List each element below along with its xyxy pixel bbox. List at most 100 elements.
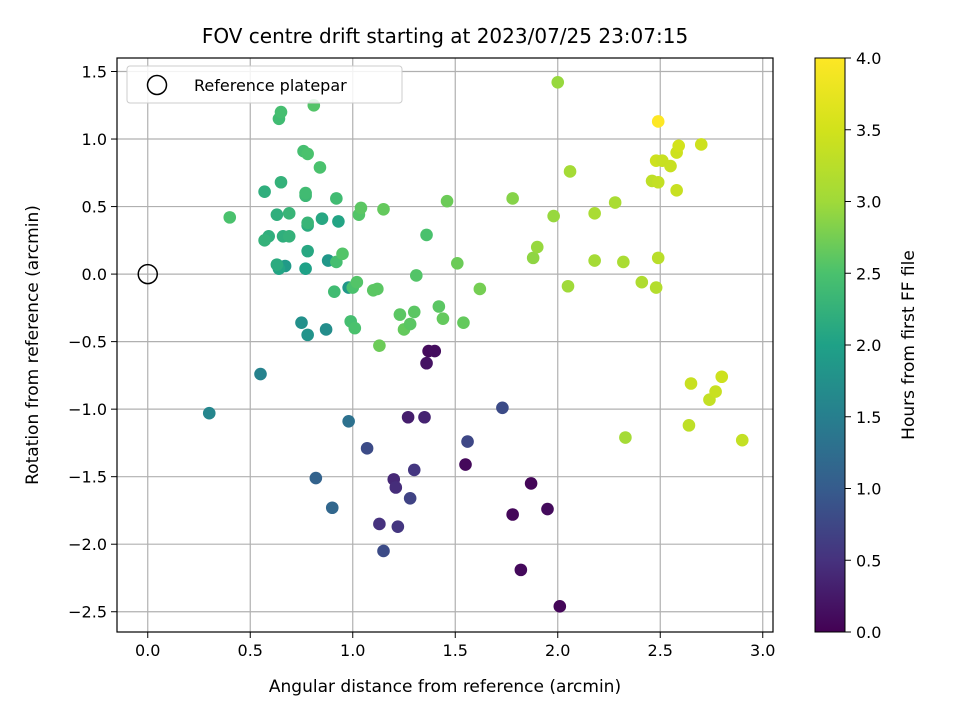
plot-frame <box>116 57 774 633</box>
data-point <box>506 192 519 205</box>
x-tick-label: 2.0 <box>545 641 570 660</box>
legend: Reference platepar <box>126 65 403 104</box>
data-point <box>301 147 314 161</box>
x-tick-label: 0.5 <box>238 641 263 660</box>
data-point <box>561 279 575 293</box>
data-point <box>608 196 622 209</box>
colorbar-tick-label: 1.0 <box>856 480 881 499</box>
data-point <box>354 201 368 215</box>
data-point <box>428 344 442 358</box>
y-tick-label: 0.5 <box>82 198 107 217</box>
data-point <box>664 159 677 173</box>
data-point <box>563 165 577 178</box>
data-point <box>223 211 237 224</box>
colorbar-ticks: 0.0 0.5 1.0 1.5 2.0 2.5 3.0 3.5 4.0 <box>845 49 881 642</box>
colorbar-tick-label: 3.0 <box>856 193 881 212</box>
data-point <box>420 228 433 242</box>
data-point <box>432 300 446 313</box>
data-point <box>694 138 708 151</box>
data-point <box>459 458 472 471</box>
data-point <box>418 410 431 424</box>
data-point <box>670 184 683 197</box>
data-point <box>410 269 423 282</box>
colorbar-tick-label: 3.5 <box>856 121 881 140</box>
data-point <box>440 194 454 208</box>
data-point <box>506 508 519 521</box>
data-point <box>473 282 487 296</box>
data-point <box>295 316 308 330</box>
data-point <box>651 115 665 128</box>
data-point <box>393 308 407 321</box>
data-point <box>301 216 314 230</box>
data-point <box>282 207 296 220</box>
colorbar-tick-label: 1.5 <box>856 408 881 427</box>
data-point <box>451 256 464 270</box>
data-point <box>496 401 509 415</box>
legend-label: Reference platepar <box>194 76 347 95</box>
chart-title: FOV centre drift starting at 2023/07/25 … <box>202 24 688 48</box>
x-tick-label: 1.5 <box>443 641 468 660</box>
data-point <box>336 247 349 261</box>
x-tick-label: 3.0 <box>750 641 775 660</box>
data-point <box>274 105 288 119</box>
data-point <box>588 207 601 220</box>
colorbar-label: Hours from first FF file <box>899 250 919 440</box>
data-point <box>377 202 390 216</box>
data-point <box>301 244 314 258</box>
data-point <box>649 281 663 294</box>
data-point <box>282 229 296 243</box>
data-point <box>530 240 544 254</box>
data-point <box>313 161 327 174</box>
data-point <box>319 323 333 336</box>
data-point <box>553 600 567 613</box>
y-tick-label: −1.5 <box>68 468 107 487</box>
data-point <box>371 282 384 296</box>
x-axis-label: Angular distance from reference (arcmin) <box>269 677 621 697</box>
data-point <box>684 377 698 390</box>
y-axis-label: Rotation from reference (arcmin) <box>23 205 43 485</box>
data-point <box>524 477 538 490</box>
data-point <box>373 339 386 352</box>
data-point <box>682 419 696 432</box>
colorbar-tick-label: 2.0 <box>856 336 881 355</box>
y-tick-label: −2.0 <box>68 535 107 554</box>
reference-marker <box>137 263 158 285</box>
data-point <box>301 328 314 342</box>
data-point <box>436 312 450 325</box>
data-point <box>461 435 474 448</box>
colorbar-tick-label: 2.5 <box>856 264 881 283</box>
legend-box <box>126 65 403 104</box>
data-point <box>330 192 343 205</box>
data-point <box>332 215 345 228</box>
data-point <box>635 275 649 289</box>
data-point <box>254 367 267 381</box>
data-point <box>325 501 339 515</box>
y-tick-label: 1.5 <box>82 63 107 82</box>
data-point <box>328 285 341 298</box>
data-point <box>619 431 632 444</box>
points-layer <box>202 76 749 613</box>
data-point <box>735 433 749 447</box>
data-point <box>299 186 312 200</box>
data-point <box>420 356 433 370</box>
x-ticks: 0.0 0.5 1.0 1.5 2.0 2.5 3.0 <box>135 632 775 660</box>
data-point <box>672 139 685 153</box>
data-point <box>541 502 554 516</box>
y-ticks: −2.5 −2.0 −1.5 −1.0 −0.5 0.0 0.5 1.0 1.5 <box>68 63 117 622</box>
data-point <box>403 317 417 331</box>
data-point <box>377 544 390 558</box>
data-point <box>403 491 417 505</box>
data-point <box>202 406 216 420</box>
data-point <box>350 275 364 289</box>
data-point <box>348 321 362 335</box>
data-point <box>588 254 601 267</box>
colorbar-tick-label: 0.0 <box>856 623 881 642</box>
data-point <box>651 251 665 265</box>
data-point <box>715 370 729 384</box>
y-tick-label: 0.0 <box>82 265 107 284</box>
colorbar-gradient <box>815 58 845 632</box>
data-point <box>526 251 540 265</box>
data-point <box>270 208 284 221</box>
x-tick-label: 0.0 <box>135 641 160 660</box>
